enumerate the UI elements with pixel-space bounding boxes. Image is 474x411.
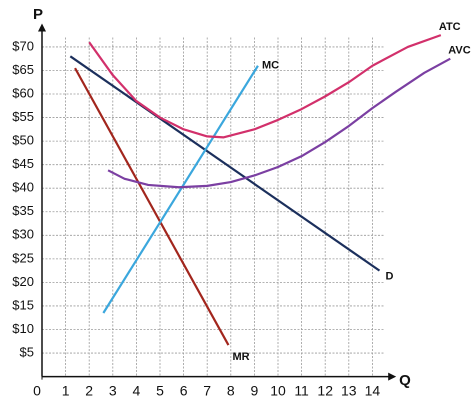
y-tick-label: $55: [12, 109, 34, 124]
x-tick-label: 8: [227, 382, 235, 398]
y-axis-label: P: [33, 6, 43, 23]
series-line: [88, 34, 442, 139]
series-line: [107, 57, 451, 189]
y-tick-label: $70: [12, 38, 34, 53]
x-tick-label: 6: [180, 382, 188, 398]
x-tick-label: 5: [156, 382, 164, 398]
y-axis-arrow: [38, 23, 46, 32]
x-tick-label: 12: [317, 382, 333, 398]
y-tick-label: $50: [12, 133, 34, 148]
y-tick-label: $35: [12, 203, 34, 218]
y-tick-label: $5: [20, 344, 34, 359]
x-tick-label: 2: [85, 382, 93, 398]
series-line: [102, 65, 259, 314]
x-tick-label: 7: [203, 382, 211, 398]
series-label: ATC: [439, 21, 461, 33]
series-label: MR: [232, 351, 249, 363]
x-tick-label: 1: [62, 382, 70, 398]
x-axis-arrow: [388, 372, 397, 381]
series-label: D: [385, 271, 393, 283]
x-tick-label: 0: [33, 382, 41, 398]
series-label: MC: [262, 60, 279, 72]
x-tick-label: 10: [270, 382, 286, 398]
y-tick-label: $15: [12, 297, 34, 312]
x-tick-label: 14: [365, 382, 381, 398]
series-line: [69, 55, 381, 272]
y-tick-label: $45: [12, 156, 34, 171]
y-tick-label: $25: [12, 250, 34, 265]
x-axis-label: Q: [399, 372, 411, 389]
y-tick-label: $40: [12, 180, 34, 195]
x-tick-label: 11: [294, 382, 309, 398]
y-tick-label: $60: [12, 85, 34, 100]
x-tick-label: 3: [109, 382, 117, 398]
y-tick-label: $10: [12, 321, 34, 336]
x-tick-label: 13: [341, 382, 357, 398]
y-tick-label: $30: [12, 227, 34, 242]
x-tick-label: 4: [133, 382, 141, 398]
series-label: AVC: [448, 45, 470, 57]
series-line: [74, 67, 230, 346]
x-tick-label: 9: [251, 382, 259, 398]
y-tick-label: $65: [12, 62, 34, 77]
y-tick-label: $20: [12, 274, 34, 289]
